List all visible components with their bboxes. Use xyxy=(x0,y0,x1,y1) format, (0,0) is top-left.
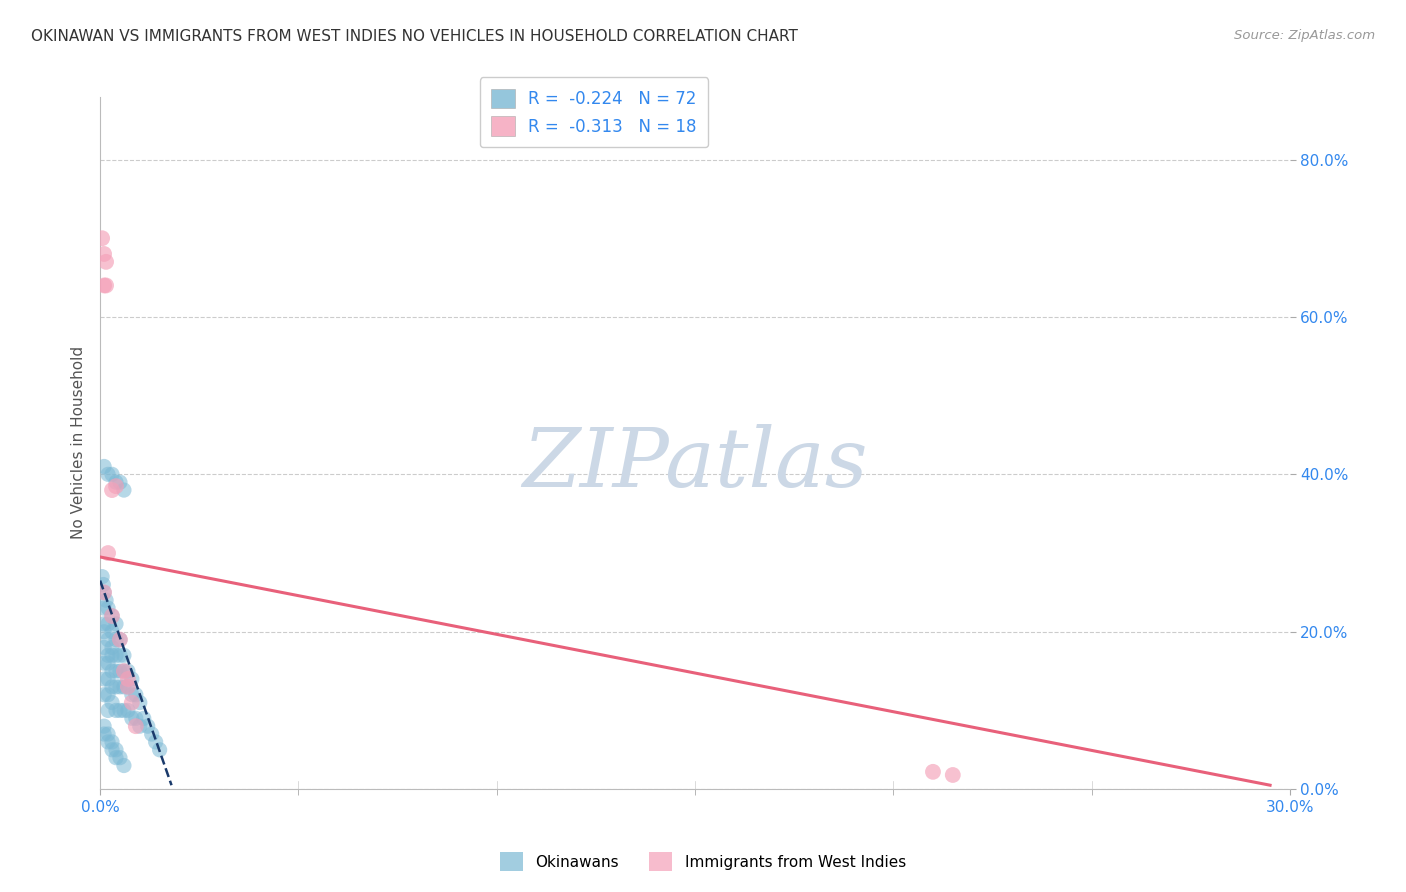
Point xyxy=(128,719,150,733)
Point xyxy=(104,479,127,493)
Y-axis label: No Vehicles in Household: No Vehicles in Household xyxy=(72,346,86,540)
Point xyxy=(101,735,124,749)
Point xyxy=(93,624,115,639)
Point xyxy=(117,680,139,694)
Point xyxy=(108,703,131,717)
Point xyxy=(125,688,148,702)
Point xyxy=(108,632,131,647)
Point xyxy=(104,750,127,764)
Point xyxy=(132,711,155,725)
Point xyxy=(101,648,124,663)
Point xyxy=(121,711,143,725)
Text: Source: ZipAtlas.com: Source: ZipAtlas.com xyxy=(1234,29,1375,42)
Point xyxy=(112,648,135,663)
Point xyxy=(97,727,120,741)
Point xyxy=(97,467,120,482)
Point xyxy=(112,703,135,717)
Point xyxy=(101,609,124,624)
Text: ZIPatlas: ZIPatlas xyxy=(522,424,868,504)
Point xyxy=(104,648,127,663)
Point xyxy=(108,750,131,764)
Point xyxy=(101,609,124,624)
Point xyxy=(112,664,135,678)
Point xyxy=(97,657,120,671)
Point xyxy=(104,743,127,757)
Point xyxy=(108,664,131,678)
Legend: Okinawans, Immigrants from West Indies: Okinawans, Immigrants from West Indies xyxy=(494,847,912,877)
Point xyxy=(97,546,120,560)
Point xyxy=(112,483,135,497)
Point xyxy=(104,664,127,678)
Point xyxy=(101,624,124,639)
Point xyxy=(104,475,127,490)
Point xyxy=(108,648,131,663)
Point xyxy=(121,672,143,686)
Point xyxy=(136,719,159,733)
Point xyxy=(97,672,120,686)
Point xyxy=(93,585,115,599)
Point xyxy=(108,680,131,694)
Point xyxy=(93,459,115,474)
Point xyxy=(97,735,120,749)
Point xyxy=(91,577,114,591)
Point xyxy=(112,680,135,694)
Point xyxy=(112,664,135,678)
Point xyxy=(94,255,117,269)
Point xyxy=(112,758,135,772)
Point xyxy=(104,616,127,631)
Point xyxy=(93,688,115,702)
Point xyxy=(125,719,148,733)
Point xyxy=(101,640,124,655)
Point xyxy=(97,688,120,702)
Point xyxy=(121,696,143,710)
Point xyxy=(108,475,131,490)
Point xyxy=(93,616,115,631)
Point xyxy=(91,569,114,583)
Legend: R =  -0.224   N = 72, R =  -0.313   N = 18: R = -0.224 N = 72, R = -0.313 N = 18 xyxy=(479,78,709,147)
Point xyxy=(93,247,115,261)
Point xyxy=(104,680,127,694)
Point xyxy=(93,657,115,671)
Point xyxy=(93,640,115,655)
Point xyxy=(117,703,139,717)
Point xyxy=(101,664,124,678)
Point xyxy=(121,688,143,702)
Point xyxy=(145,735,167,749)
Point xyxy=(101,483,124,497)
Point xyxy=(93,585,115,599)
Point xyxy=(125,711,148,725)
Point xyxy=(117,664,139,678)
Point xyxy=(108,632,131,647)
Point xyxy=(101,467,124,482)
Point xyxy=(149,743,172,757)
Point xyxy=(93,278,115,293)
Point xyxy=(97,601,120,615)
Point xyxy=(97,616,120,631)
Point xyxy=(104,632,127,647)
Point xyxy=(94,593,117,607)
Point xyxy=(97,648,120,663)
Point xyxy=(94,278,117,293)
Point xyxy=(97,632,120,647)
Point xyxy=(93,719,115,733)
Point xyxy=(101,680,124,694)
Text: OKINAWAN VS IMMIGRANTS FROM WEST INDIES NO VEHICLES IN HOUSEHOLD CORRELATION CHA: OKINAWAN VS IMMIGRANTS FROM WEST INDIES … xyxy=(31,29,797,44)
Point xyxy=(942,768,965,782)
Point xyxy=(922,764,945,779)
Point xyxy=(91,231,114,245)
Point xyxy=(101,696,124,710)
Point xyxy=(117,672,139,686)
Point xyxy=(128,696,150,710)
Point xyxy=(101,743,124,757)
Point xyxy=(141,727,163,741)
Point xyxy=(117,680,139,694)
Point xyxy=(104,703,127,717)
Point xyxy=(93,672,115,686)
Point xyxy=(97,703,120,717)
Point xyxy=(93,601,115,615)
Point xyxy=(93,727,115,741)
